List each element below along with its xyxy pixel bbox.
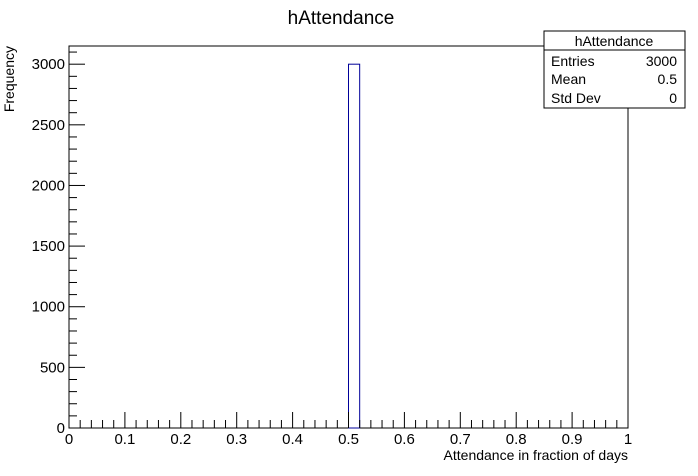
- stats-mean-value: 0.5: [658, 71, 678, 87]
- y-tick-label-0: 0: [57, 420, 65, 437]
- stats-box-frame: [543, 30, 686, 109]
- y-axis-label: Frequency: [1, 46, 17, 112]
- x-tick-label-10: 1: [624, 431, 632, 448]
- y-axis-ticks: [69, 51, 85, 429]
- histogram-bar-0: [348, 63, 361, 429]
- x-tick-label-2: 0.2: [170, 431, 191, 448]
- x-tick-label-6: 0.6: [394, 431, 415, 448]
- x-tick-label-4: 0.4: [282, 431, 303, 448]
- chart-title: hAttendance: [288, 8, 395, 29]
- x-tick-label-9: 0.9: [562, 431, 583, 448]
- x-tick-label-0: 0: [65, 431, 73, 448]
- stats-mean-label: Mean: [551, 71, 586, 87]
- y-tick-label-6: 3000: [32, 56, 65, 73]
- x-axis-ticks: [68, 412, 629, 428]
- y-axis-tick-labels: 0 500 1000 1500 2000 2500 3000: [32, 56, 65, 437]
- x-tick-label-5: 0.5: [338, 431, 359, 448]
- y-tick-label-4: 2000: [32, 177, 65, 194]
- stats-box: hAttendance Entries 3000 Mean 0.5 Std De…: [543, 30, 686, 109]
- stats-entries-label: Entries: [551, 53, 595, 69]
- y-tick-label-5: 2500: [32, 117, 65, 134]
- stats-stddev-value: 0: [669, 90, 677, 106]
- y-tick-label-3: 1500: [32, 238, 65, 255]
- stats-stddev-label: Std Dev: [551, 90, 601, 106]
- x-axis-label: Attendance in fraction of days: [444, 447, 628, 463]
- x-tick-label-7: 0.7: [450, 431, 471, 448]
- x-tick-label-1: 0.1: [114, 431, 135, 448]
- stats-box-title: hAttendance: [575, 33, 654, 49]
- x-axis-tick-labels: 0 0.1 0.2 0.3 0.4 0.5 0.6 0.7 0.8 0.9 1: [65, 431, 632, 448]
- stats-entries-value: 3000: [646, 53, 677, 69]
- histogram-bars: [348, 63, 361, 429]
- y-tick-label-2: 1000: [32, 299, 65, 316]
- x-tick-label-8: 0.8: [506, 431, 527, 448]
- y-tick-label-1: 500: [40, 359, 65, 376]
- x-tick-label-3: 0.3: [226, 431, 247, 448]
